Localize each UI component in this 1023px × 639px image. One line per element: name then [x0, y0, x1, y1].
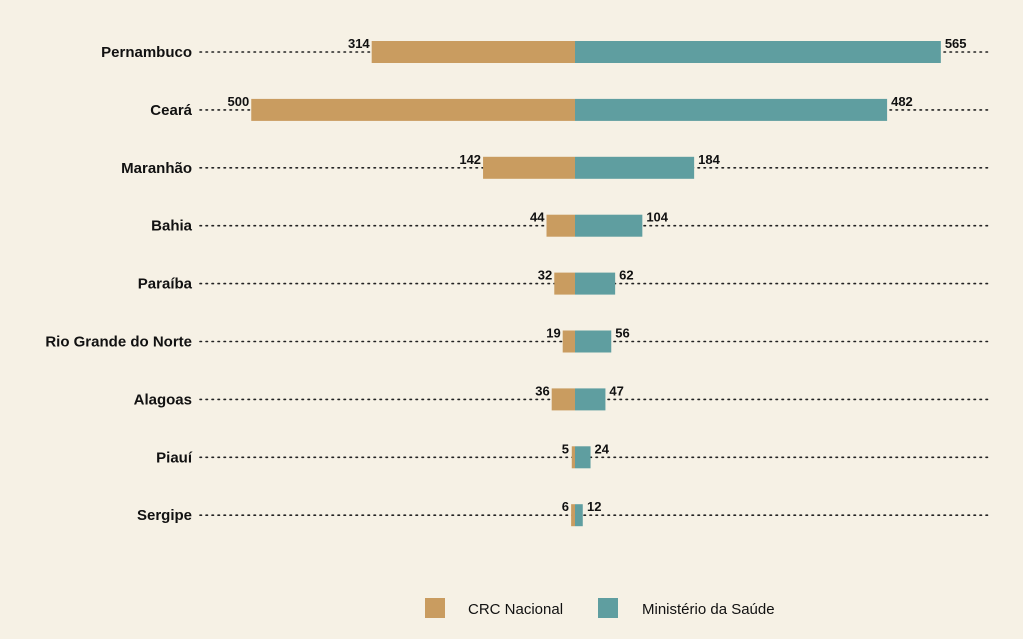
value-label-crc-nacional: 314	[348, 36, 370, 51]
category-label: Maranhão	[121, 160, 192, 177]
value-label-crc-nacional: 32	[538, 268, 552, 283]
value-label-crc-nacional: 500	[228, 94, 250, 109]
bar-ministerio-saude	[575, 214, 643, 237]
bar-ministerio-saude	[575, 504, 583, 527]
bar-ministerio-saude	[575, 98, 888, 121]
bar-ministerio-saude	[575, 330, 612, 353]
category-label: Piauí	[156, 449, 193, 466]
value-label-crc-nacional: 6	[562, 499, 569, 514]
value-label-crc-nacional: 36	[535, 383, 549, 398]
legend-label-ministerio-saude: Ministério da Saúde	[642, 601, 775, 618]
value-label-ministerio-saude: 47	[609, 383, 623, 398]
bar-ministerio-saude	[575, 272, 616, 295]
bar-crc-nacional	[571, 504, 575, 527]
value-label-crc-nacional: 19	[546, 326, 560, 341]
value-label-ministerio-saude: 104	[646, 210, 668, 225]
bar-crc-nacional	[562, 330, 575, 353]
value-label-ministerio-saude: 565	[945, 36, 967, 51]
category-label: Rio Grande do Norte	[45, 334, 192, 351]
value-label-ministerio-saude: 12	[587, 499, 601, 514]
bar-ministerio-saude	[575, 446, 591, 469]
category-label: Bahia	[151, 218, 193, 235]
bar-crc-nacional	[554, 272, 575, 295]
bar-crc-nacional	[546, 214, 575, 237]
bar-ministerio-saude	[575, 388, 606, 411]
category-label: Alagoas	[134, 391, 192, 408]
category-label: Paraíba	[138, 276, 193, 293]
legend-label-crc-nacional: CRC Nacional	[468, 601, 563, 618]
value-label-crc-nacional: 44	[530, 210, 545, 225]
category-label: Sergipe	[137, 507, 192, 524]
bar-crc-nacional	[551, 388, 575, 411]
category-label: Pernambuco	[101, 44, 192, 61]
bar-crc-nacional	[571, 446, 575, 469]
value-label-crc-nacional: 142	[459, 152, 481, 167]
bar-ministerio-saude	[575, 41, 941, 63]
value-label-crc-nacional: 5	[562, 441, 569, 456]
value-label-ministerio-saude: 56	[615, 326, 629, 341]
category-label: Ceará	[150, 102, 192, 119]
bar-crc-nacional	[371, 41, 575, 63]
bar-crc-nacional	[251, 98, 575, 121]
bar-crc-nacional	[483, 156, 575, 179]
legend-swatch-ministerio-saude	[598, 598, 618, 618]
value-label-ministerio-saude: 62	[619, 268, 633, 283]
bar-ministerio-saude	[575, 156, 695, 179]
value-label-ministerio-saude: 24	[595, 441, 610, 456]
legend-swatch-crc-nacional	[425, 598, 445, 618]
value-label-ministerio-saude: 482	[891, 94, 913, 109]
value-label-ministerio-saude: 184	[698, 152, 720, 167]
